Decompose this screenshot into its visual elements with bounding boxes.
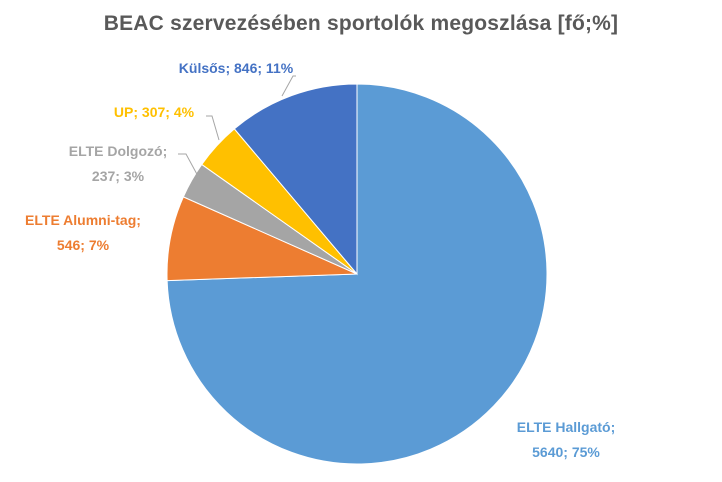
data-label-3: UP; 307; 4%	[114, 104, 195, 120]
leader-line-4	[281, 75, 296, 97]
data-label-value-2: 237; 3%	[92, 168, 145, 184]
data-label-value-0: 5640; 75%	[532, 444, 600, 460]
data-label-name-0: ELTE Hallgató;	[517, 419, 616, 435]
leader-line-3	[206, 115, 220, 141]
data-label-name-1: ELTE Alumni-tag;	[25, 212, 141, 228]
pie-slice-4	[233, 83, 358, 276]
leader-line-2	[178, 153, 200, 179]
data-label-name-2: ELTE Dolgozó;	[69, 143, 168, 159]
data-label-value-1: 546; 7%	[57, 237, 110, 253]
chart-title: BEAC szervezésében sportolók megoszlása …	[103, 12, 619, 35]
data-label-4: Külsős; 846; 11%	[179, 60, 294, 76]
